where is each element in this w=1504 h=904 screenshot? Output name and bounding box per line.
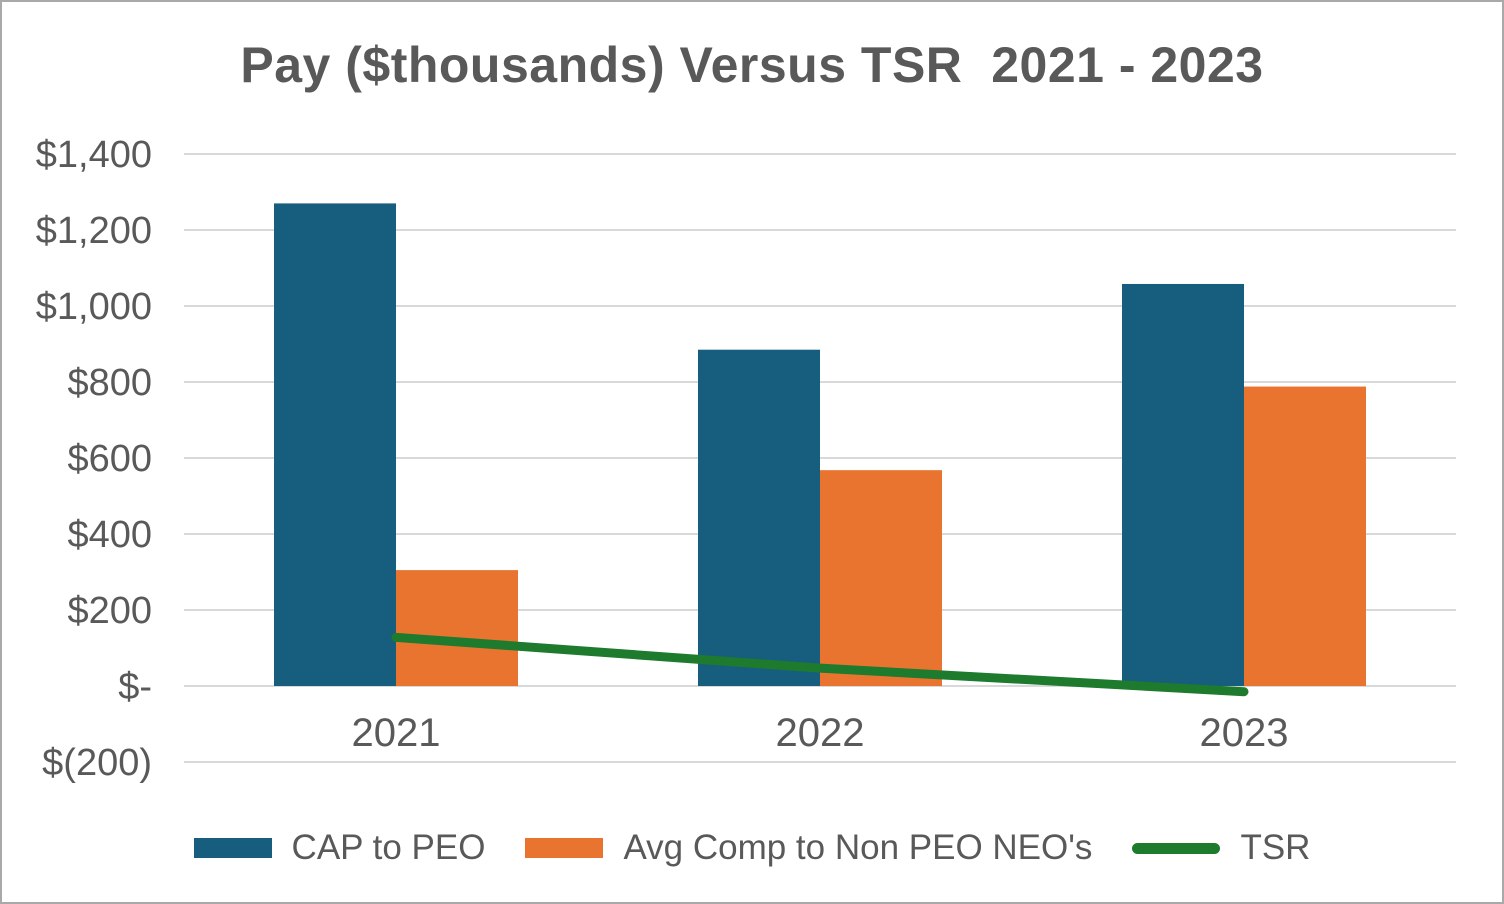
bar-avg-comp-to-non-peo-neo-s-2023 (1244, 386, 1366, 686)
bar-avg-comp-to-non-peo-neo-s-2022 (820, 470, 942, 686)
y-axis-tick-label: $1,000 (36, 286, 152, 328)
x-axis-category-label: 2021 (352, 711, 441, 755)
line-tsr (391, 632, 1249, 697)
legend-bar-swatch (193, 838, 272, 858)
y-axis-tick-label: $200 (67, 590, 152, 632)
x-axis-category-label: 2023 (1200, 711, 1289, 755)
legend-label: TSR (1240, 828, 1311, 867)
y-axis-tick-label: $400 (67, 514, 152, 556)
bar-cap-to-peo-2023 (1122, 283, 1244, 686)
legend-label: Avg Comp to Non PEO NEO's (623, 828, 1093, 867)
legend-line-swatch (1132, 842, 1221, 854)
x-axis-category-label: 2022 (776, 711, 865, 755)
legend-item-cap-to-peo: CAP to PEO (193, 828, 486, 868)
y-axis-tick-label: $1,200 (36, 210, 152, 252)
bar-avg-comp-to-non-peo-neo-s-2021 (396, 570, 518, 686)
bar-cap-to-peo-2022 (698, 349, 820, 686)
y-axis-tick-label: $(200) (42, 742, 152, 784)
chart-title: Pay ($thousands) Versus TSR 2021 - 2023 (240, 37, 1264, 93)
legend-item-avg-comp-to-non-peo-neo-s: Avg Comp to Non PEO NEO's (525, 828, 1092, 868)
bar-cap-to-peo-2021 (274, 203, 396, 686)
y-axis-tick-label: $1,400 (36, 134, 152, 176)
y-axis-tick-label: $800 (67, 362, 152, 404)
legend-item-tsr: TSR (1132, 828, 1310, 868)
legend-label: CAP to PEO (291, 828, 486, 867)
legend-bar-swatch (525, 838, 604, 858)
y-axis-tick-label: $600 (67, 438, 152, 480)
y-axis-tick-label: $- (118, 666, 152, 708)
legend: CAP to PEO Avg Comp to Non PEO NEO's TSR (2, 822, 1502, 874)
